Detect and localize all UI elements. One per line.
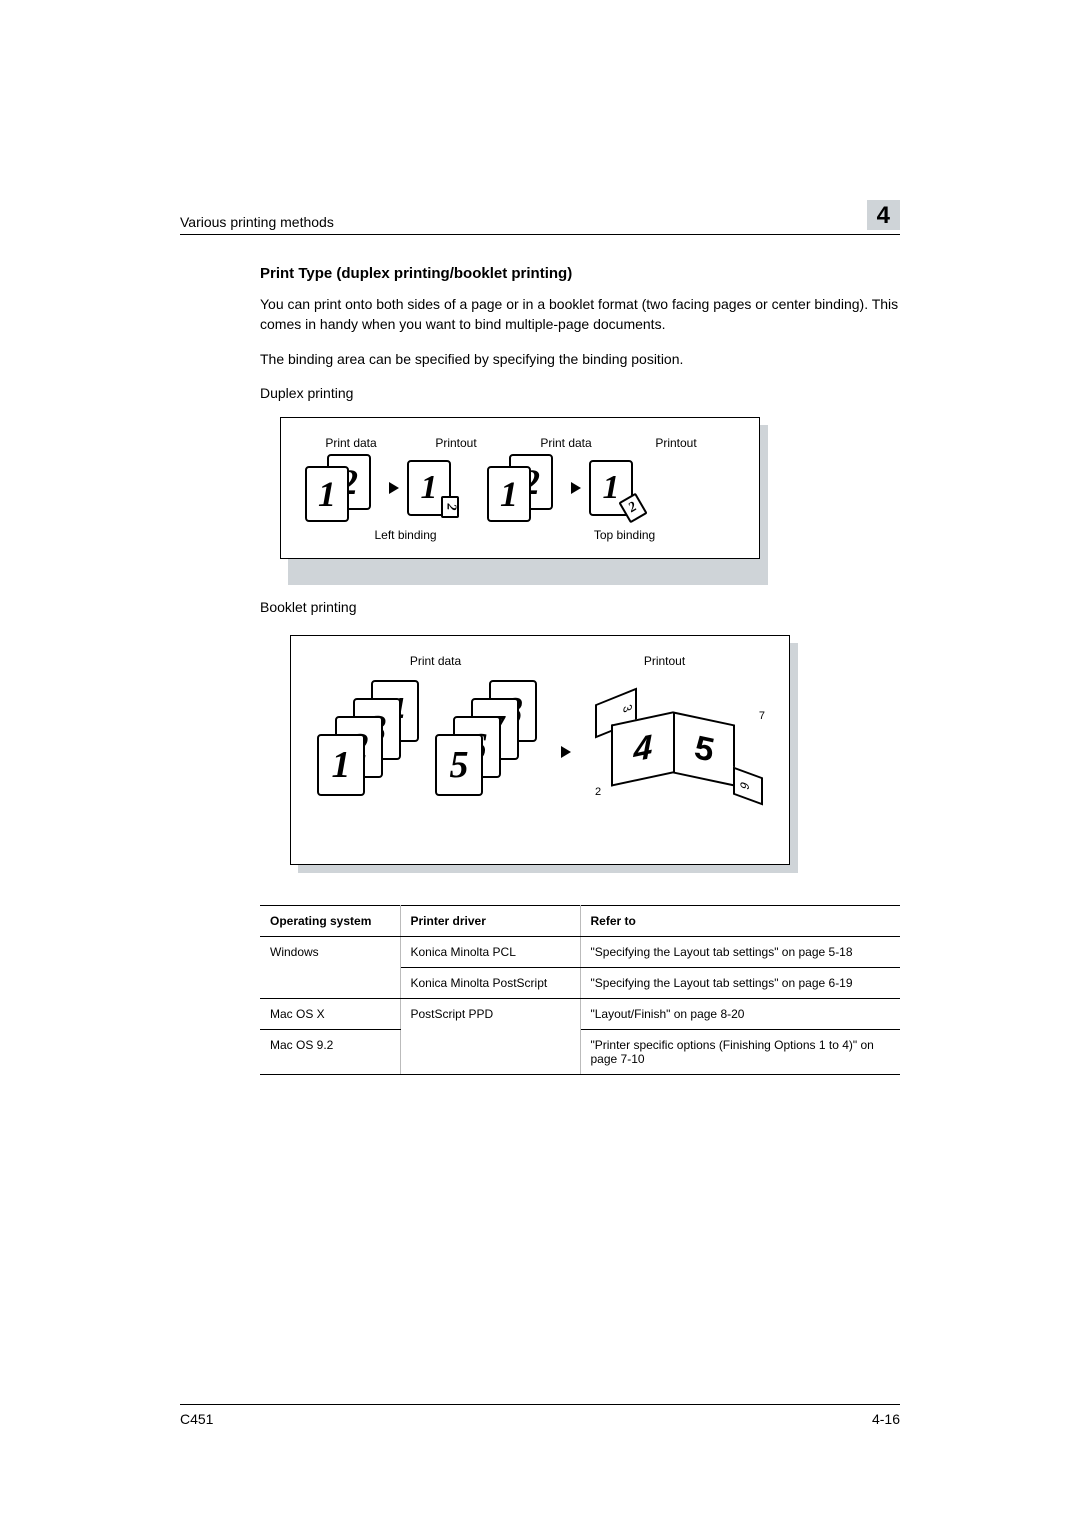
page-num-icon: 2 — [443, 504, 457, 511]
paragraph-intro: You can print onto both sides of a page … — [260, 294, 900, 335]
arrow-icon — [389, 482, 399, 494]
paragraph-binding: The binding area can be specified by spe… — [260, 349, 900, 369]
label-print-data-2: Print data — [511, 436, 621, 450]
cell-driver: PostScript PPD — [400, 999, 580, 1075]
page-num-icon: 1 — [318, 476, 336, 512]
footer-model: C451 — [180, 1411, 213, 1427]
label-printout-1: Printout — [401, 436, 511, 450]
page-num-icon: 1 — [603, 471, 620, 505]
duplex-diagram: Print data Printout Print data Printout … — [280, 417, 760, 559]
label-top-binding: Top binding — [510, 528, 739, 542]
cell-os: Mac OS 9.2 — [260, 1030, 400, 1075]
duplex-printing-label: Duplex printing — [260, 383, 900, 403]
label-print-data-1: Print data — [301, 436, 401, 450]
label-printout-b: Printout — [565, 654, 765, 668]
cell-os: Mac OS X — [260, 999, 400, 1030]
label-print-data-b: Print data — [316, 654, 556, 668]
page-num-icon: 1 — [332, 746, 351, 784]
chapter-number: 4 — [867, 200, 900, 230]
page-num-icon: 1 — [500, 476, 518, 512]
booklet-diagram: Print data Printout 4 3 2 1 8 7 6 5 — [290, 635, 790, 865]
page-num-icon: 5 — [450, 746, 469, 784]
cell-refer: "Specifying the Layout tab settings" on … — [580, 968, 900, 999]
reference-table: Operating system Printer driver Refer to… — [260, 905, 900, 1075]
running-header: Various printing methods 4 — [180, 200, 900, 235]
page-footer: C451 4-16 — [180, 1404, 900, 1427]
cell-refer: "Specifying the Layout tab settings" on … — [580, 937, 900, 968]
th-driver: Printer driver — [400, 906, 580, 937]
cell-driver: Konica Minolta PCL — [400, 937, 580, 968]
page-num-icon: 1 — [421, 471, 438, 505]
arrow-icon — [571, 482, 581, 494]
booklet-printing-label: Booklet printing — [260, 599, 900, 615]
label-printout-2: Printout — [621, 436, 731, 450]
cell-refer: "Layout/Finish" on page 8-20 — [580, 999, 900, 1030]
cell-os: Windows — [260, 937, 400, 999]
table-row: Windows Konica Minolta PCL "Specifying t… — [260, 937, 900, 968]
page-num-icon: 2 — [626, 500, 639, 516]
cell-driver: Konica Minolta PostScript — [400, 968, 580, 999]
page-num-icon: 4 — [634, 727, 653, 770]
page-num-icon: 3 — [621, 702, 635, 714]
table-row: Mac OS X PostScript PPD "Layout/Finish" … — [260, 999, 900, 1030]
th-os: Operating system — [260, 906, 400, 937]
table-row: Mac OS 9.2 "Printer specific options (Fi… — [260, 1030, 900, 1075]
label-left-binding: Left binding — [301, 528, 510, 542]
page-num-icon: 6 — [737, 780, 751, 792]
cell-refer: "Printer specific options (Finishing Opt… — [580, 1030, 900, 1075]
page-num-icon: 5 — [695, 728, 714, 771]
page-num-small: 7 — [759, 710, 765, 722]
page-num-small: 2 — [595, 786, 601, 798]
header-title: Various printing methods — [180, 214, 334, 230]
th-refer: Refer to — [580, 906, 900, 937]
footer-page: 4-16 — [872, 1411, 900, 1427]
section-title: Print Type (duplex printing/booklet prin… — [260, 265, 900, 282]
arrow-icon — [561, 746, 571, 758]
